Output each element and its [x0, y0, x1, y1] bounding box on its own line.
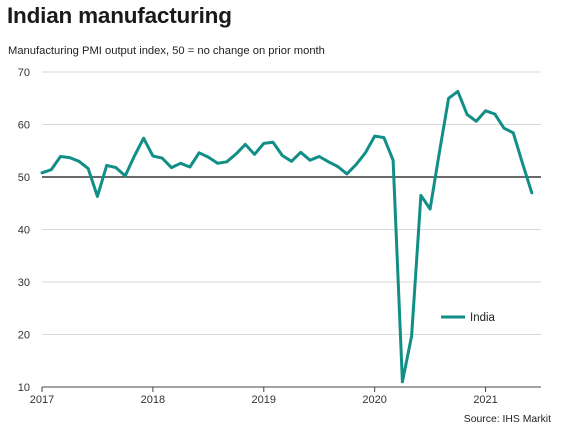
x-tick-label-2018: 2018 [141, 394, 165, 406]
data-point [151, 154, 155, 158]
y-tick-label-30: 30 [18, 277, 30, 289]
chart-title: Indian manufacturing [7, 3, 232, 28]
data-point [160, 156, 164, 160]
data-point [40, 171, 44, 174]
series-line-india [40, 89, 534, 384]
chart-subtitle: Manufacturing PMI output index, 50 = no … [8, 45, 325, 57]
y-tick-label-60: 60 [18, 120, 30, 132]
data-point [502, 126, 506, 130]
x-tick-label-2019: 2019 [252, 394, 276, 406]
data-point [336, 165, 339, 168]
data-point [530, 191, 533, 194]
data-point [354, 163, 358, 166]
y-tick-label-50: 50 [18, 172, 30, 184]
data-point [87, 167, 90, 170]
data-point [428, 207, 432, 211]
data-point [114, 166, 118, 169]
data-point [271, 141, 275, 144]
data-point [512, 131, 515, 135]
data-point [290, 160, 293, 163]
data-point [96, 195, 99, 198]
data-point [401, 380, 404, 383]
data-point [364, 151, 367, 155]
data-point [345, 172, 349, 176]
data-point [105, 164, 108, 167]
data-point [382, 136, 386, 139]
data-point [391, 159, 395, 162]
data-point [225, 160, 229, 163]
data-point [493, 112, 496, 116]
data-point [447, 97, 450, 100]
data-point [253, 153, 256, 156]
data-point [244, 143, 247, 146]
data-point [410, 334, 413, 338]
data-point [456, 90, 460, 93]
source-note: Source: IHS Markit [463, 414, 551, 425]
series-layer [40, 89, 534, 384]
x-tick-label-2017: 2017 [30, 394, 54, 406]
data-point [521, 162, 524, 165]
data-point [419, 194, 423, 197]
data-point [68, 156, 71, 159]
data-point [207, 155, 210, 159]
legend-label: India [470, 312, 496, 324]
grid-lines [42, 71, 541, 388]
data-point [123, 174, 127, 178]
data-point [133, 154, 136, 158]
data-point [50, 168, 53, 171]
x-tick-label-2021: 2021 [473, 394, 497, 406]
data-point [475, 120, 478, 123]
data-point [484, 109, 487, 113]
data-point [216, 162, 219, 165]
data-point [299, 151, 302, 154]
data-point [327, 160, 330, 163]
axes: 10 20 30 40 50 60 70 2017 2018 2019 2020 2021 [18, 67, 541, 406]
data-point [197, 151, 201, 155]
y-tick-label-20: 20 [18, 330, 30, 342]
data-point [188, 165, 192, 169]
data-point [234, 152, 238, 156]
data-point [170, 166, 173, 169]
data-point [281, 154, 284, 157]
data-point [262, 142, 265, 145]
data-point [438, 151, 441, 154]
x-tick-label-2020: 2020 [362, 394, 386, 406]
data-point [465, 113, 469, 116]
data-point [59, 155, 62, 158]
data-point [142, 136, 145, 140]
data-point [308, 159, 312, 162]
y-tick-label-70: 70 [18, 67, 30, 79]
data-point [318, 155, 321, 158]
y-tick-label-10: 10 [18, 382, 30, 394]
y-tick-label-40: 40 [18, 225, 30, 237]
data-point [77, 160, 81, 163]
legend: India [441, 312, 496, 324]
data-point [179, 162, 182, 165]
data-point [373, 134, 376, 138]
